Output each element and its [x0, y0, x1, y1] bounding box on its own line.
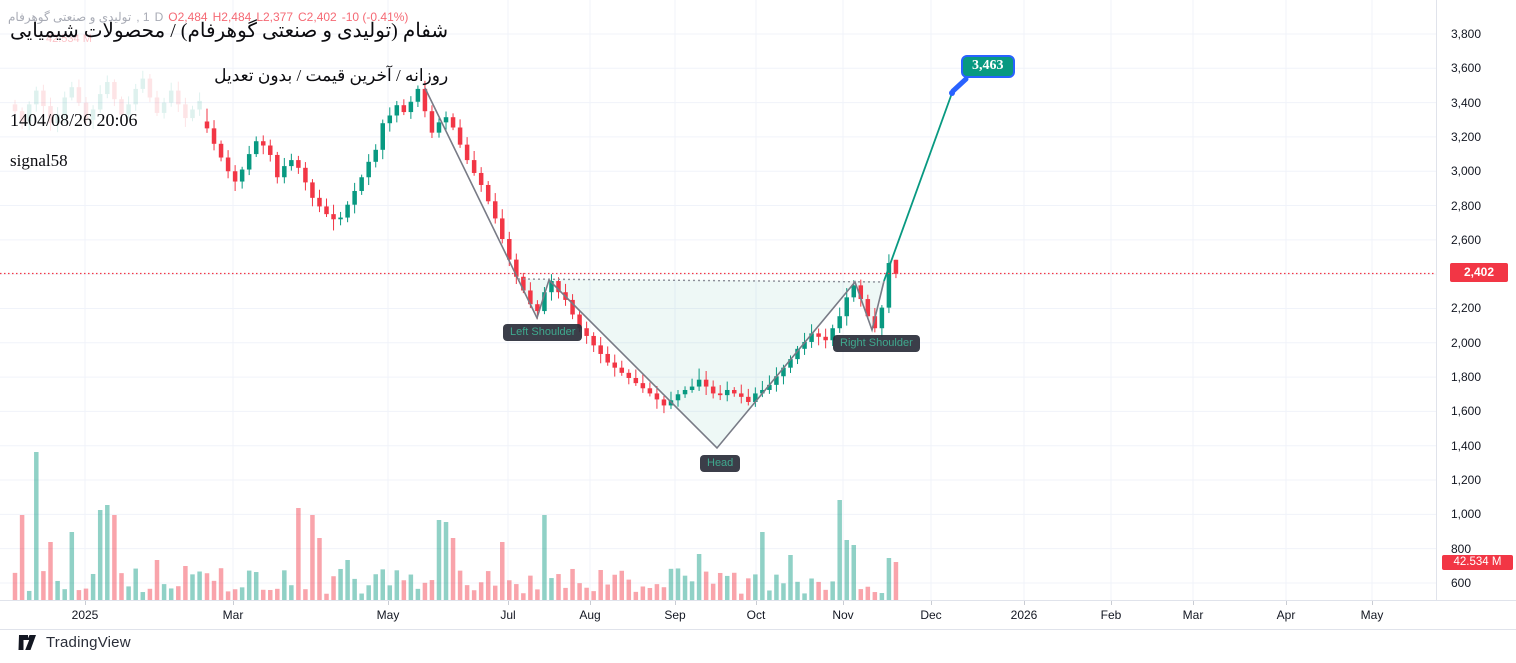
- projection-line: [883, 92, 953, 282]
- price-tick-label: 3,800: [1451, 27, 1482, 41]
- time-tick-label: Oct: [746, 608, 766, 622]
- price-tick-label: 2,800: [1451, 198, 1482, 213]
- right-shoulder-label[interactable]: Right Shoulder: [833, 335, 920, 352]
- symbol-title: شفام (تولیدی و صنعتی گوهرفام) / محصولات …: [10, 20, 449, 42]
- price-tick-label: 2,600: [1451, 232, 1482, 247]
- time-tick-mark: [233, 601, 234, 605]
- time-tick-mark: [388, 601, 389, 605]
- price-tick-label: 3,400: [1451, 95, 1482, 110]
- time-tick-mark: [85, 601, 86, 605]
- time-tick-mark: [1286, 601, 1287, 605]
- time-tick-label: Aug: [579, 608, 601, 622]
- left-shoulder-label[interactable]: Left Shoulder: [503, 324, 583, 341]
- legend-interval[interactable]: D: [154, 10, 164, 24]
- candles-layer: [204, 80, 899, 414]
- legend-low: L2,377: [256, 10, 294, 24]
- legend-change: -10 (-0.41%): [341, 10, 409, 24]
- legend-symbol[interactable]: تولیدی و صنعتی گوهرفام: [8, 10, 132, 24]
- ohlc-legend[interactable]: تولیدی و صنعتی گوهرفام , 1 D O2,484 H2,48…: [8, 10, 408, 24]
- time-tick-mark: [843, 601, 844, 605]
- chart-annotation-block: شفام (تولیدی و صنعتی گوهرفام) / محصولات …: [10, 20, 448, 171]
- annotation-author: signal58: [10, 151, 68, 170]
- price-target-label[interactable]: 3,463: [961, 55, 1015, 78]
- time-tick-mark: [1372, 601, 1373, 605]
- price-axis[interactable]: 2,402 42.534 M 3,800 3,600 3,400 3,200 3,000…: [1436, 0, 1516, 600]
- time-tick-label: Feb: [1100, 608, 1122, 622]
- time-tick-mark: [1024, 601, 1025, 605]
- price-chart-canvas[interactable]: [0, 0, 1436, 600]
- time-tick-label: Jul: [500, 608, 516, 622]
- ghost-candles-layer: [12, 70, 202, 133]
- volume-badge: 42.534 M: [1442, 555, 1513, 570]
- head-shoulders-pattern: [424, 76, 969, 450]
- price-tick-label: 2,000: [1451, 335, 1482, 350]
- tradingview-logo-icon: [18, 635, 36, 650]
- annotation-datetime: 1404/08/26 20:06: [10, 110, 138, 130]
- time-tick-label: May: [376, 608, 400, 622]
- time-tick-mark: [931, 601, 932, 605]
- time-tick-label: Mar: [1182, 608, 1204, 622]
- legend-close: C2,402: [298, 10, 337, 24]
- time-tick-label: Nov: [832, 608, 854, 622]
- price-tick-label: 800: [1451, 541, 1472, 556]
- pattern-fill-layer: [425, 88, 884, 448]
- legend-open: O2,484: [168, 10, 208, 24]
- target-dot: [949, 90, 955, 96]
- time-tick-label: Apr: [1276, 608, 1296, 622]
- volume-layer: [12, 452, 899, 600]
- legend-high: H2,484: [212, 10, 252, 24]
- legend-interval-sep: , 1: [136, 10, 150, 24]
- chart-subtitle: روزانه / آخرین قیمت / بدون تعدیل: [214, 66, 449, 85]
- target-pointer: [950, 76, 969, 94]
- time-tick-mark: [756, 601, 757, 605]
- price-tick-label: 3,600: [1451, 61, 1482, 76]
- tradingview-brand-text: TradingView: [46, 634, 131, 651]
- price-tick-label: 1,000: [1451, 507, 1482, 522]
- price-tick-label: 1,600: [1451, 404, 1482, 419]
- time-tick-label: 2025: [71, 608, 99, 622]
- time-tick-label: May: [1360, 608, 1384, 622]
- time-tick-mark: [1193, 601, 1194, 605]
- price-tick-label: 600: [1451, 575, 1472, 590]
- time-tick-mark: [508, 601, 509, 605]
- price-tick-label: 2,200: [1451, 301, 1482, 316]
- time-tick-label: Sep: [664, 608, 686, 622]
- price-tick-label: 1,800: [1451, 370, 1482, 385]
- time-axis[interactable]: 2025 Mar May Jul Aug Sep Oct Nov Dec 2026 Feb Mar Ap…: [0, 600, 1516, 630]
- price-tick-label: 1,200: [1451, 473, 1482, 488]
- last-price-badge: 2,402: [1450, 263, 1508, 282]
- price-tick-label: 1,400: [1451, 438, 1482, 453]
- price-tick-label: 3,000: [1451, 164, 1482, 179]
- head-label[interactable]: Head: [700, 455, 741, 472]
- time-tick-label: Mar: [222, 608, 244, 622]
- tradingview-attribution[interactable]: TradingView: [18, 634, 131, 651]
- time-tick-label: 2026: [1010, 608, 1038, 622]
- time-tick-mark: [675, 601, 676, 605]
- time-tick-mark: [1111, 601, 1112, 605]
- time-tick-mark: [590, 601, 591, 605]
- price-tick-label: 3,200: [1451, 129, 1482, 144]
- volume-legend-faded: 42.534 M: [46, 33, 92, 45]
- time-tick-label: Dec: [920, 608, 942, 622]
